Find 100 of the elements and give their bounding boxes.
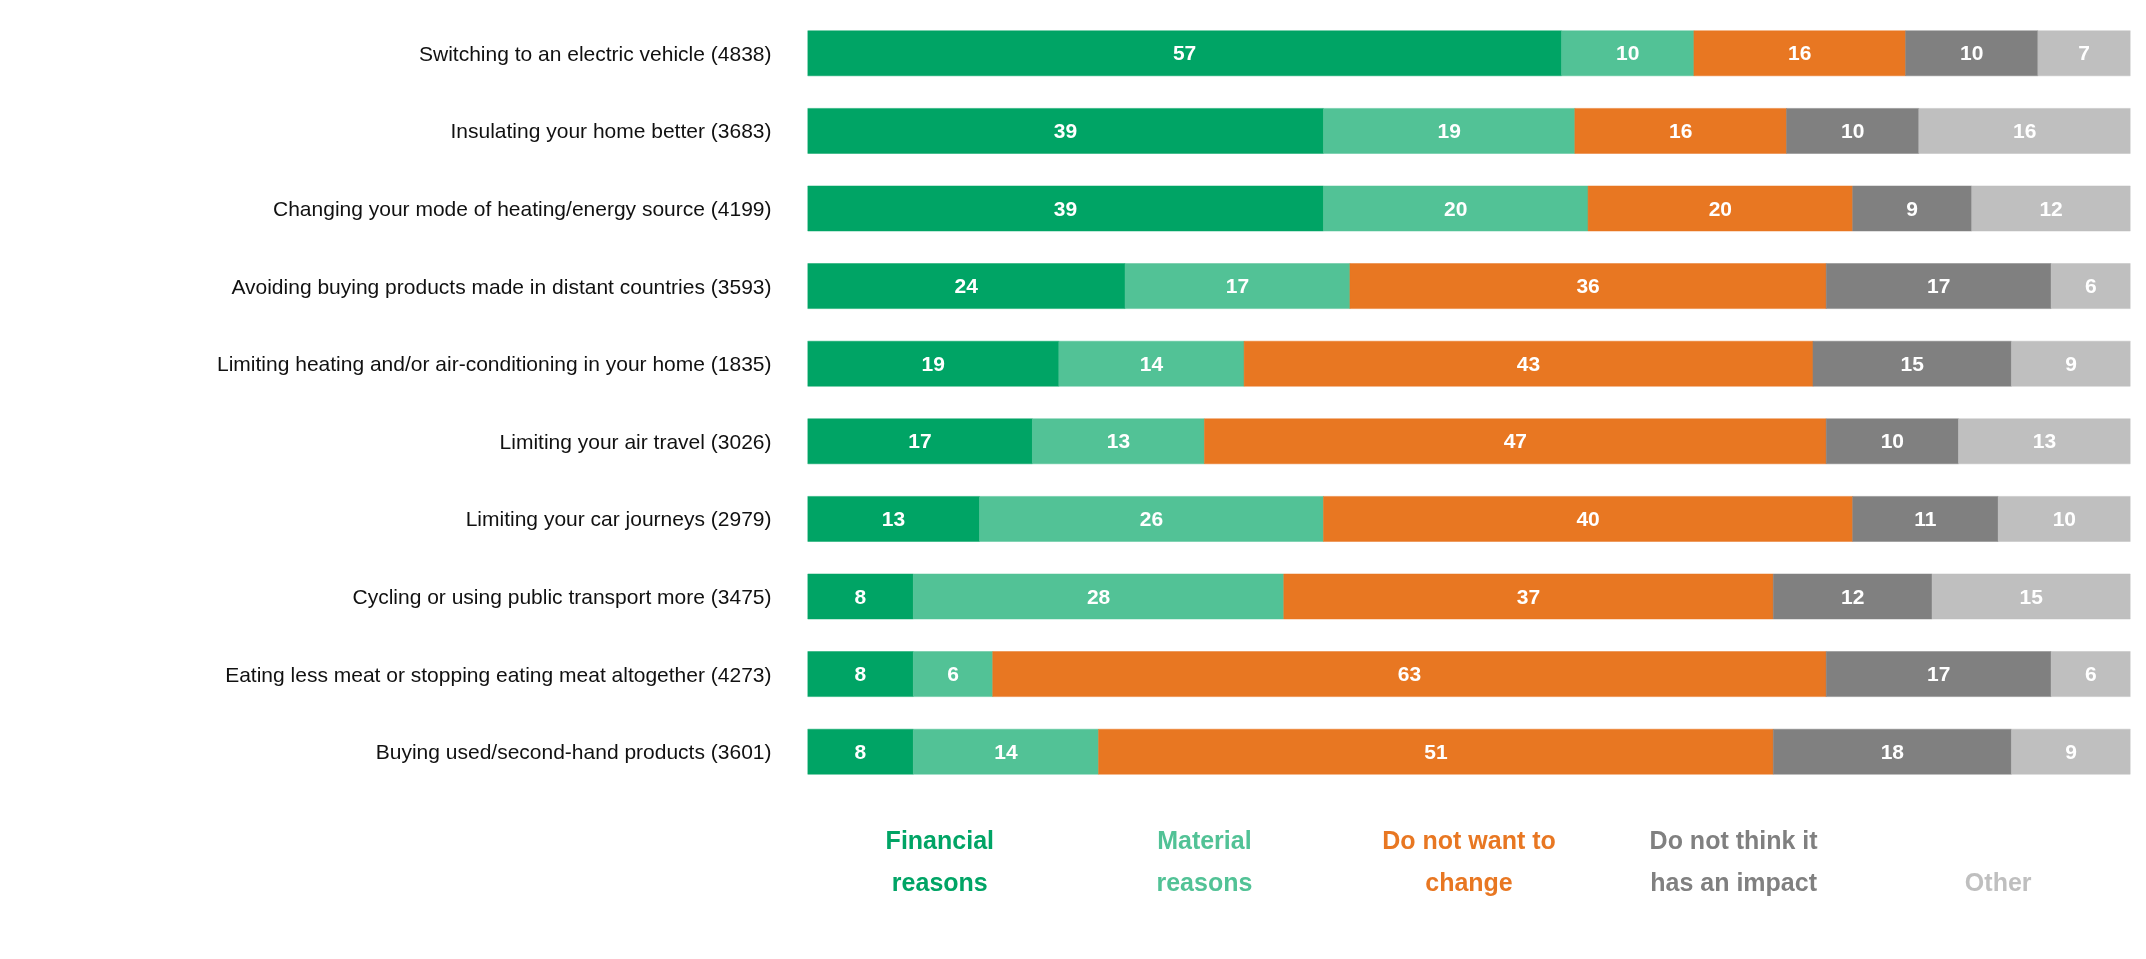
y-tick-label: Switching to an electric vehicle (4838) bbox=[418, 41, 772, 65]
data-label: 24 bbox=[954, 274, 979, 298]
bar bbox=[913, 573, 1285, 620]
bar bbox=[1693, 30, 1906, 77]
data-label: 8 bbox=[854, 584, 867, 608]
bar bbox=[1283, 573, 1774, 620]
data-label: 47 bbox=[1503, 429, 1527, 453]
bar bbox=[2037, 30, 2131, 77]
data-label: 13 bbox=[881, 506, 906, 530]
data-label: 7 bbox=[2078, 41, 2091, 65]
data-label: 9 bbox=[1906, 196, 1919, 220]
data-label: 15 bbox=[2019, 584, 2044, 608]
data-label: 39 bbox=[1053, 118, 1078, 142]
text: Material reasons bbox=[1156, 825, 1253, 896]
data-label: 9 bbox=[2065, 739, 2077, 763]
bar bbox=[1098, 728, 1774, 775]
data-label: 13 bbox=[2032, 429, 2057, 453]
bar bbox=[1349, 263, 1827, 309]
bar bbox=[1825, 263, 2052, 309]
data-label: 10 bbox=[1960, 41, 1984, 65]
bar bbox=[1852, 496, 1999, 542]
data-label: 18 bbox=[1880, 739, 1905, 763]
bar bbox=[1918, 108, 2131, 154]
data-label: 6 bbox=[947, 662, 959, 686]
data-label: 10 bbox=[1880, 429, 1905, 453]
bar bbox=[1812, 340, 2012, 387]
bar bbox=[807, 573, 914, 620]
bar bbox=[807, 418, 1033, 465]
bar bbox=[1773, 728, 2012, 775]
data-label: 16 bbox=[1788, 41, 1812, 65]
bar bbox=[1997, 496, 2131, 542]
text: Do not think it has an impact bbox=[1649, 825, 1819, 896]
data-label: 28 bbox=[1086, 584, 1111, 608]
bar bbox=[1958, 418, 2131, 465]
bar bbox=[1323, 185, 1589, 232]
y-tick-label: Limiting heating and/or air-conditioning in your home (1835) bbox=[217, 352, 772, 376]
data-label: 12 bbox=[1840, 584, 1865, 608]
data-label: 36 bbox=[1576, 274, 1600, 298]
data-label: 8 bbox=[854, 662, 867, 686]
bar bbox=[1124, 263, 1351, 309]
data-label: 19 bbox=[1437, 118, 1461, 142]
bar bbox=[2011, 728, 2131, 775]
bar bbox=[913, 728, 1099, 775]
bar bbox=[1204, 418, 1827, 465]
bar bbox=[807, 30, 1562, 77]
y-tick-label: Insulating your home better (3683) bbox=[450, 119, 772, 143]
bar bbox=[1561, 30, 1695, 77]
y-tick-label: Eating less meat or stopping eating meat altogether (4273) bbox=[225, 662, 772, 686]
bar bbox=[913, 651, 993, 697]
data-label: 16 bbox=[1669, 118, 1693, 142]
data-label: 26 bbox=[1139, 506, 1164, 530]
bar bbox=[1587, 185, 1853, 232]
data-label: 14 bbox=[1139, 351, 1164, 375]
bar bbox=[807, 340, 1060, 387]
bar bbox=[1852, 185, 1972, 232]
bar bbox=[2011, 340, 2131, 387]
bar bbox=[807, 263, 1126, 309]
data-label: 43 bbox=[1516, 351, 1541, 375]
bar bbox=[1773, 573, 1933, 620]
data-label: 17 bbox=[1926, 662, 1951, 686]
data-label: 13 bbox=[1106, 429, 1131, 453]
bar bbox=[1058, 340, 1245, 387]
bar bbox=[1574, 108, 1787, 154]
data-label: 20 bbox=[1444, 196, 1468, 220]
bar bbox=[807, 108, 1324, 154]
bar bbox=[807, 185, 1324, 232]
data-label: 37 bbox=[1516, 584, 1541, 608]
bar bbox=[992, 651, 1827, 697]
data-label: 57 bbox=[1172, 41, 1197, 65]
data-label: 19 bbox=[921, 351, 945, 375]
bar bbox=[1243, 340, 1814, 387]
bar bbox=[1323, 108, 1576, 154]
data-label: 10 bbox=[1840, 118, 1865, 142]
bar bbox=[807, 728, 914, 775]
y-tick-label: Limiting your air travel (3026) bbox=[499, 429, 772, 453]
bar bbox=[807, 496, 980, 542]
bar bbox=[1825, 651, 2052, 697]
text: Financial reasons bbox=[885, 825, 994, 896]
data-label: 14 bbox=[994, 739, 1018, 763]
data-label: 8 bbox=[854, 739, 867, 763]
data-label: 51 bbox=[1424, 739, 1448, 763]
data-label: 9 bbox=[2065, 351, 2077, 375]
data-label: 10 bbox=[1616, 41, 1640, 65]
bar bbox=[1032, 418, 1205, 465]
bar bbox=[1931, 573, 2131, 620]
bar bbox=[1323, 496, 1853, 542]
bar bbox=[1971, 185, 2131, 232]
data-label: 6 bbox=[2084, 274, 2097, 298]
data-label: 12 bbox=[2039, 196, 2063, 220]
y-tick-label: Changing your mode of heating/energy source (4199) bbox=[273, 197, 772, 220]
bar bbox=[2050, 263, 2131, 309]
data-label: 16 bbox=[2012, 118, 2037, 142]
y-tick-label: Avoiding buying products made in distant countries (3593) bbox=[231, 274, 772, 298]
data-label: 17 bbox=[908, 429, 932, 453]
y-tick-label: Cycling or using public transport more (3475) bbox=[352, 585, 772, 608]
data-label: 39 bbox=[1053, 196, 1078, 220]
data-label: 15 bbox=[1900, 351, 1925, 375]
data-label: 17 bbox=[1225, 274, 1250, 298]
data-label: 6 bbox=[2084, 662, 2097, 686]
y-tick-label: Limiting your car journeys (2979) bbox=[465, 507, 772, 531]
